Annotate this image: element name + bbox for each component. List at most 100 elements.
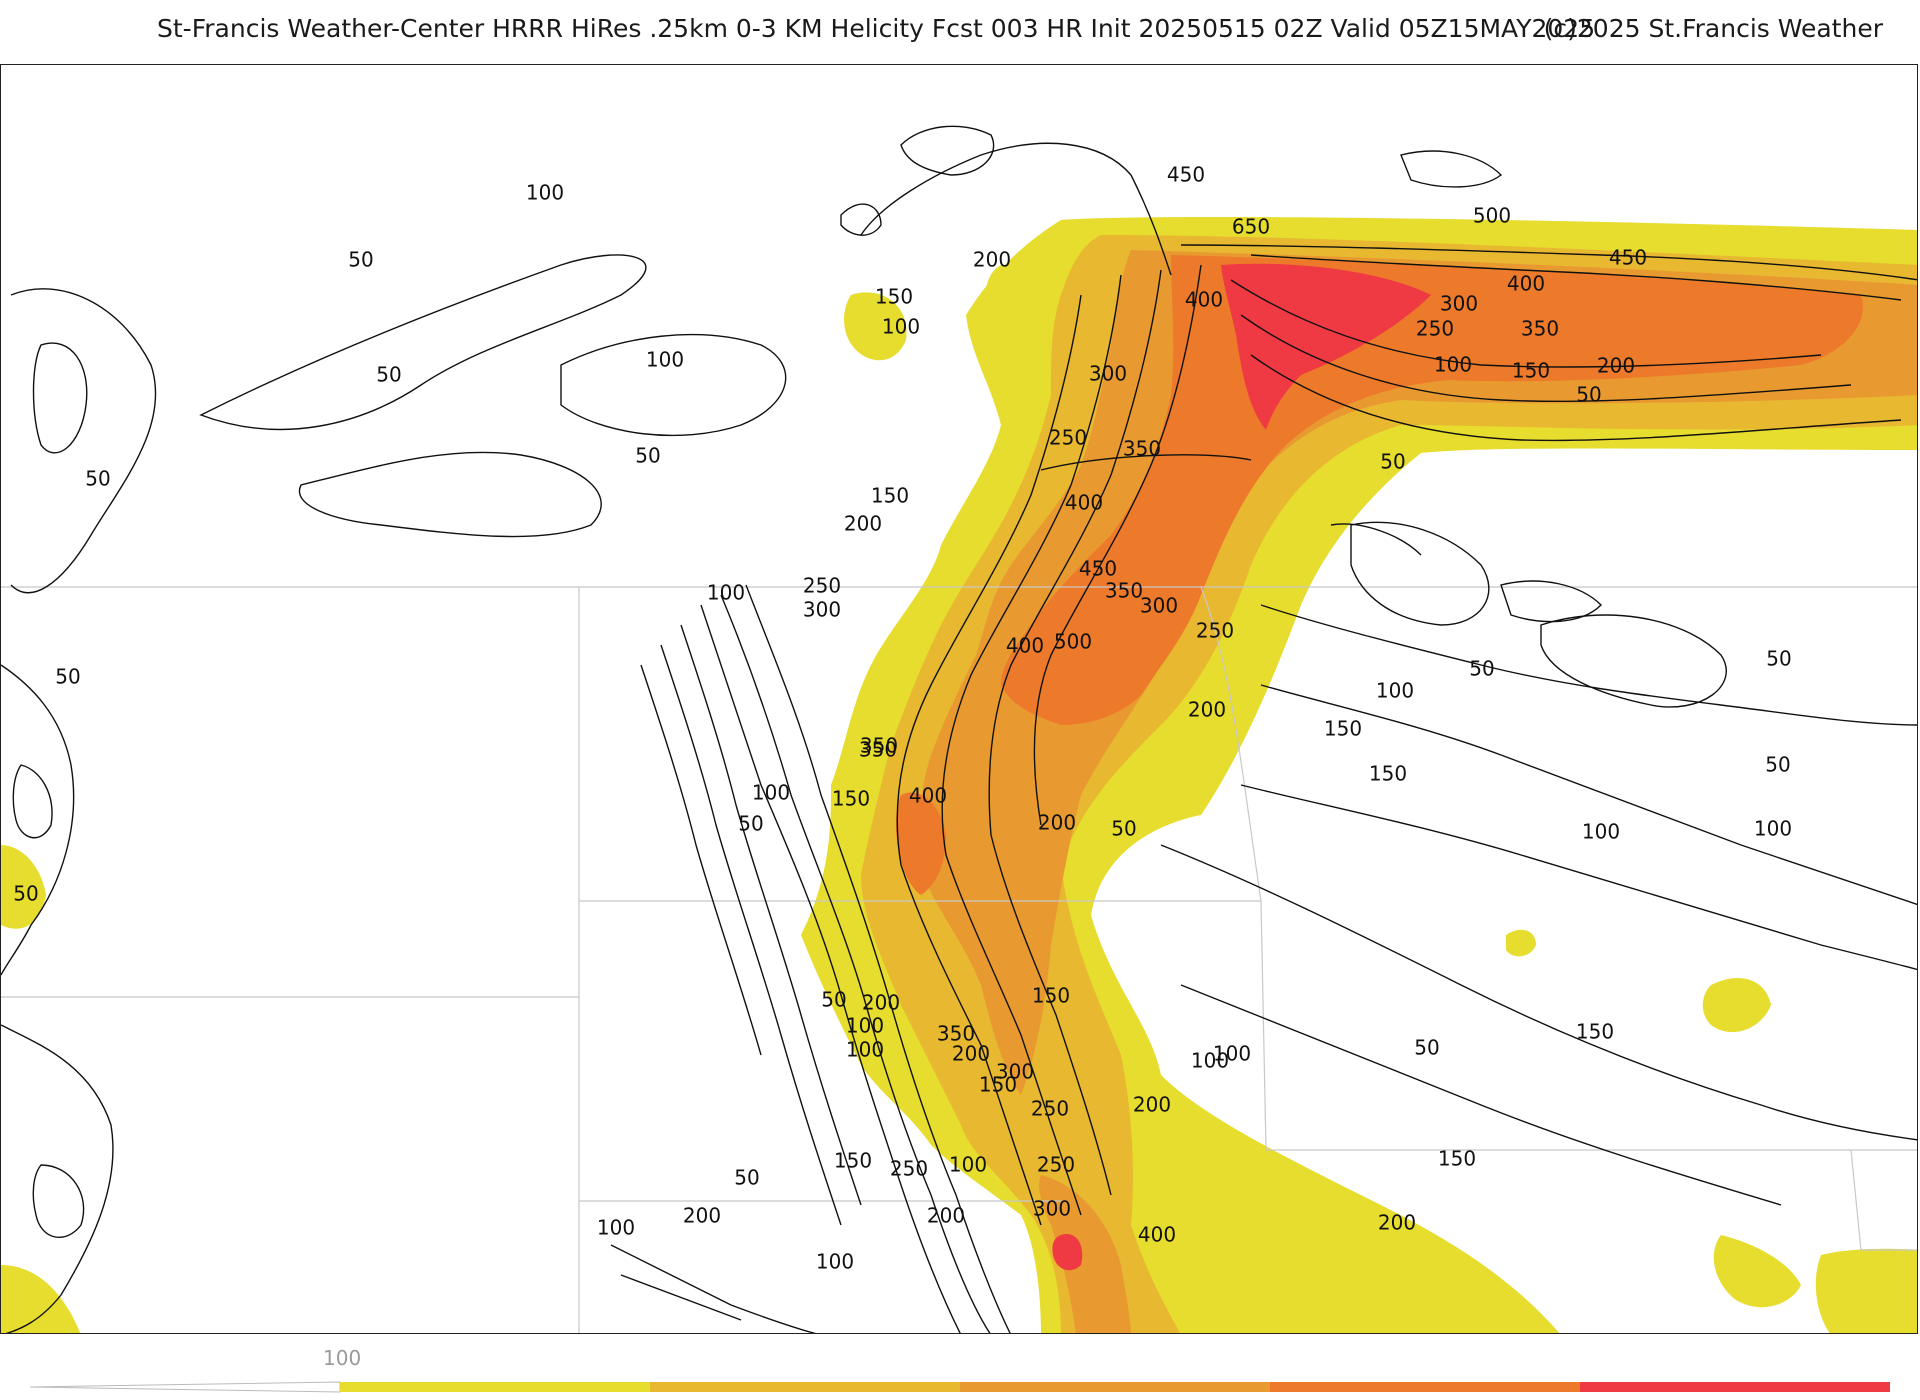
contour-label: 50 <box>13 882 38 906</box>
state-boundary <box>1200 586 1262 902</box>
colorbar <box>30 1381 1890 1393</box>
contour-label: 100 <box>1434 353 1472 377</box>
contour-label: 50 <box>1765 753 1790 777</box>
helicity-band-150 <box>844 292 907 361</box>
map-title: St-Francis Weather-Center HRRR HiRes .25… <box>157 14 1596 43</box>
contour-line <box>1180 244 1917 281</box>
contour-label: 200 <box>1597 354 1635 378</box>
contour-label: 50 <box>738 812 763 836</box>
contour-label: 350 <box>1521 317 1559 341</box>
contour-line <box>1240 784 1917 971</box>
contour-label: 250 <box>1031 1097 1069 1121</box>
contour-label: 200 <box>683 1204 721 1228</box>
contour-label: 50 <box>348 248 373 272</box>
contour-line <box>1250 354 1902 442</box>
coastline <box>1330 523 1422 556</box>
contour-label: 650 <box>1232 215 1270 239</box>
contour-label: 150 <box>1438 1147 1476 1171</box>
contour-label: 100 <box>816 1250 854 1274</box>
contour-label: 300 <box>1033 1197 1071 1221</box>
contour-label: 150 <box>834 1149 872 1173</box>
contour-label: 350 <box>1123 437 1161 461</box>
contour-label: 50 <box>1414 1036 1439 1060</box>
contour-label: 150 <box>1576 1020 1614 1044</box>
contour-label: 50 <box>734 1166 759 1190</box>
contour-label: 100 <box>1754 817 1792 841</box>
contour-label: 150 <box>871 484 909 508</box>
contour-label: 500 <box>1473 204 1511 228</box>
contour-label: 400 <box>1006 634 1044 658</box>
contour-label: 150 <box>1369 762 1407 786</box>
contour-label: 50 <box>376 363 401 387</box>
contour-label: 200 <box>1038 811 1076 835</box>
colorbar-segment <box>340 1382 650 1392</box>
contour-label: 100 <box>846 1038 884 1062</box>
contour-label: 200 <box>1133 1093 1171 1117</box>
helicity-band-600 <box>1052 1234 1083 1271</box>
contour-label: 200 <box>1188 698 1226 722</box>
helicity-map[interactable]: 100 50 50 50 100 50 150 100 200 300 250 350 150 200 40… <box>0 64 1918 1334</box>
contour-label: 450 <box>1079 557 1117 581</box>
coastline <box>860 142 1172 276</box>
colorbar-extend-low <box>30 1381 341 1393</box>
contour-label: 150 <box>979 1073 1017 1097</box>
contour-label: 200 <box>844 512 882 536</box>
contour-label: 100 <box>882 315 920 339</box>
contour-label: 300 <box>1140 594 1178 618</box>
contour-label: 50 <box>1380 450 1405 474</box>
contour-label: 150 <box>1032 984 1070 1008</box>
contour-line <box>298 451 602 538</box>
contour-line <box>560 333 787 437</box>
contour-line <box>896 294 1082 1226</box>
contour-label: 500 <box>1054 630 1092 654</box>
contour-line <box>12 764 53 839</box>
contour-line <box>620 1274 742 1321</box>
contour-label: 150 <box>875 285 913 309</box>
copyright-text: (c)2025 St.Francis Weather <box>1543 14 1883 43</box>
helicity-band-150 <box>985 265 1049 337</box>
contour-line <box>745 584 1011 1333</box>
contour-label: 100 <box>1582 820 1620 844</box>
contour-label: 350 <box>1105 579 1143 603</box>
contour-label: 50 <box>1576 383 1601 407</box>
contour-line <box>1250 254 1902 301</box>
helicity-band-350 <box>1039 1175 1131 1333</box>
coastline <box>900 125 995 176</box>
contour-line <box>660 644 842 1226</box>
contour-line <box>1 664 75 976</box>
contour-label: 400 <box>909 784 947 808</box>
contour-label: 250 <box>890 1157 928 1181</box>
helicity-band-150 <box>1713 1235 1801 1308</box>
contour-label: 450 <box>1609 246 1647 270</box>
contour-label: 50 <box>1111 817 1136 841</box>
contour-line <box>941 274 1122 1216</box>
contour-line <box>1160 844 1917 1141</box>
contour-line <box>988 269 1162 1196</box>
contour-line <box>1230 279 1822 368</box>
helicity-band-150 <box>1815 1248 1917 1333</box>
helicity-band-150 <box>1702 977 1771 1033</box>
map-title-bar: St-Francis Weather-Center HRRR HiRes .25… <box>0 14 1920 50</box>
contour-line <box>1040 454 1252 471</box>
contour-label: 150 <box>832 787 870 811</box>
contour-label: 300 <box>803 598 841 622</box>
contour-label: 50 <box>1766 647 1791 671</box>
contour-label: 350 <box>860 734 898 758</box>
contour-label: 400 <box>1065 491 1103 515</box>
contour-label: 250 <box>1416 317 1454 341</box>
contour-line <box>680 624 862 1206</box>
contour-label: 200 <box>973 248 1011 272</box>
contour-label: 200 <box>952 1042 990 1066</box>
coastline <box>840 203 882 236</box>
contour-line <box>1 1024 114 1333</box>
contour-line <box>1260 684 1917 906</box>
helicity-band-450 <box>896 792 946 895</box>
contour-label: 50 <box>821 988 846 1012</box>
helicity-shading <box>1 217 1917 1333</box>
contour-label: 200 <box>927 1204 965 1228</box>
contour-label: 50 <box>635 444 660 468</box>
contour-label: 50 <box>55 665 80 689</box>
helicity-contours <box>1 125 1917 1333</box>
contour-label: 250 <box>1037 1153 1075 1177</box>
colorbar-segment <box>1580 1382 1890 1392</box>
